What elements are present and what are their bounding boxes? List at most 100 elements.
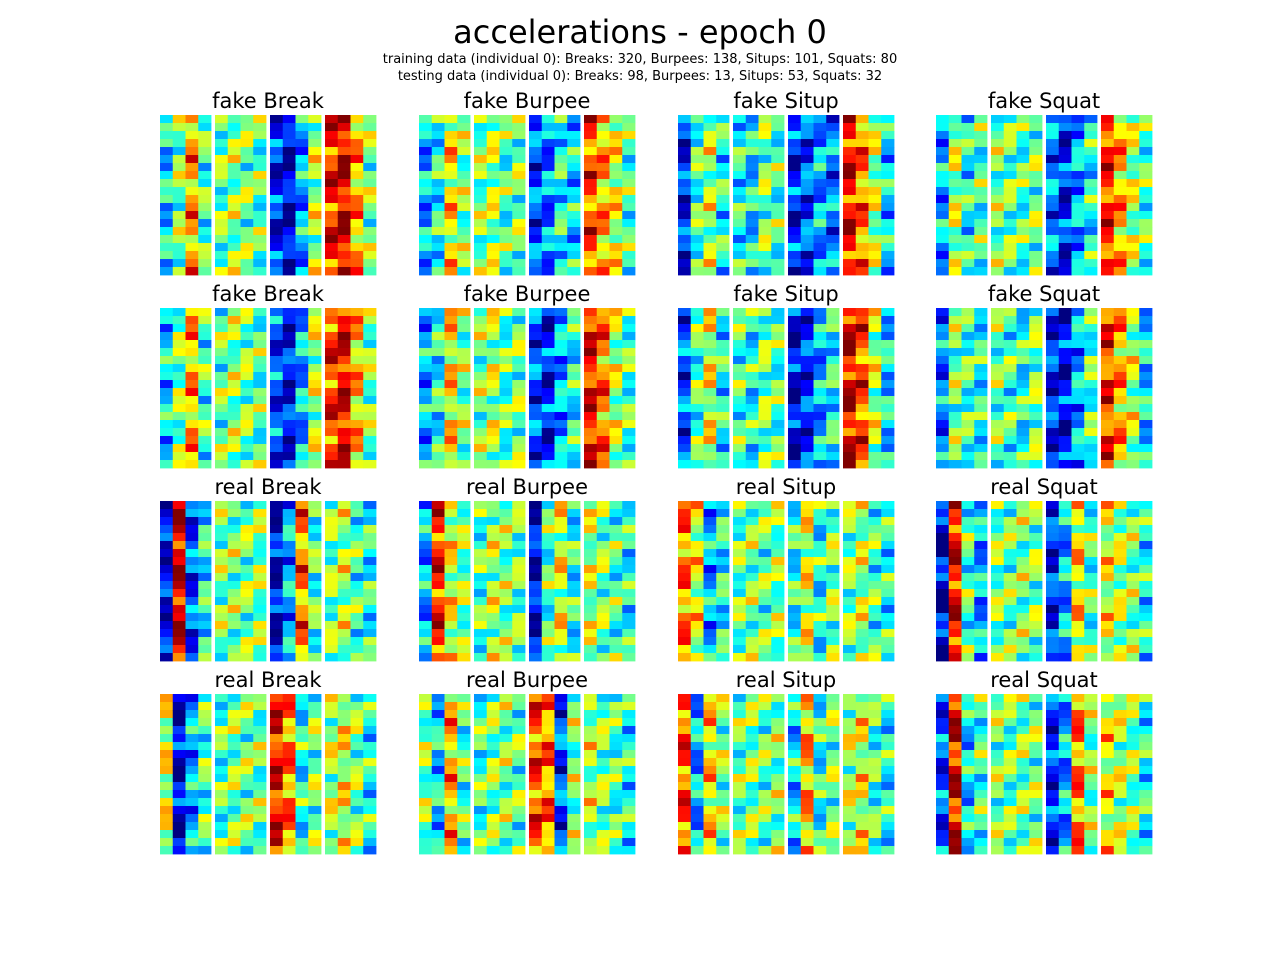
heatmap-cell	[172, 750, 186, 759]
heatmap-cell	[529, 822, 543, 831]
heatmap-cell	[1046, 541, 1060, 550]
heatmap-cell	[474, 694, 488, 703]
heatmap-cell	[881, 637, 895, 646]
heatmap-cell	[881, 428, 895, 437]
heatmap-cell	[160, 525, 174, 534]
heatmap-cell	[974, 509, 988, 518]
heatmap-cell	[282, 597, 296, 606]
heatmap-cell	[444, 428, 458, 437]
heatmap-cell	[337, 846, 351, 855]
heatmap-cell	[974, 420, 988, 429]
heatmap-cell	[843, 259, 857, 268]
heatmap-cell	[991, 605, 1005, 614]
heatmap-cell	[843, 155, 857, 164]
heatmap-cell	[771, 203, 785, 212]
heatmap-cell	[974, 830, 988, 839]
heatmap-cell	[295, 235, 309, 244]
heatmap-cell	[554, 605, 568, 614]
heatmap-cell	[185, 211, 199, 220]
heatmap-cell	[881, 822, 895, 831]
heatmap-cell	[185, 348, 199, 357]
heatmap-cell	[609, 790, 623, 799]
heatmap-cell	[567, 742, 581, 751]
heatmap-cell	[1126, 637, 1140, 646]
heatmap-cell	[295, 621, 309, 630]
heatmap-cell	[431, 541, 445, 550]
heatmap-cell	[991, 742, 1005, 751]
heatmap-cell	[295, 211, 309, 220]
panel-title: real Situp	[736, 668, 837, 692]
heatmap-cell	[282, 750, 296, 759]
heatmap-cell	[457, 597, 471, 606]
heatmap-cell	[826, 790, 840, 799]
heatmap-cell	[567, 846, 581, 855]
heatmap-cell	[826, 645, 840, 654]
heatmap-cell	[227, 460, 241, 469]
heatmap-cell	[758, 637, 772, 646]
heatmap-cell	[486, 364, 500, 373]
heatmap-cell	[295, 581, 309, 590]
heatmap-cell	[499, 316, 513, 325]
heatmap-cell	[240, 581, 254, 590]
heatmap-cell	[678, 838, 692, 847]
heatmap-cell	[325, 155, 339, 164]
heatmap-cell	[868, 517, 882, 526]
heatmap-cell	[974, 139, 988, 148]
heatmap-cell	[1084, 597, 1098, 606]
heatmap-cell	[1101, 187, 1115, 196]
heatmap-cell	[596, 388, 610, 397]
heatmap-cell	[172, 171, 186, 180]
heatmap-cell	[363, 203, 377, 212]
heatmap-cell	[826, 541, 840, 550]
heatmap-cell	[855, 629, 869, 638]
heatmap-cell	[350, 348, 364, 357]
heatmap-cell	[554, 597, 568, 606]
heatmap-cell	[622, 710, 636, 719]
heatmap-cell	[1046, 436, 1060, 445]
heatmap-cell	[253, 251, 267, 260]
heatmap-cell	[584, 621, 598, 630]
heatmap-cell	[308, 742, 322, 751]
heatmap-cell	[1071, 219, 1085, 228]
heatmap-cell	[974, 533, 988, 542]
heatmap-cell	[350, 396, 364, 405]
heatmap-cell	[1084, 444, 1098, 453]
heatmap-cell	[240, 251, 254, 260]
heatmap-cell	[499, 621, 513, 630]
heatmap-cell	[308, 195, 322, 204]
heatmap-cell	[185, 243, 199, 252]
heatmap-cell	[800, 356, 814, 365]
heatmap-cell	[160, 123, 174, 132]
heatmap-cell	[419, 694, 433, 703]
heatmap-cell	[703, 163, 717, 172]
heatmap-cell	[541, 501, 555, 510]
heatmap-cell	[745, 131, 759, 140]
heatmap-cell	[363, 251, 377, 260]
heatmap-cell	[1113, 501, 1127, 510]
heatmap-cell	[253, 589, 267, 598]
heatmap-cell	[1101, 460, 1115, 469]
heatmap-cell	[1101, 324, 1115, 333]
heatmap-cell	[363, 380, 377, 389]
heatmap-cell	[240, 147, 254, 156]
heatmap-cell	[337, 758, 351, 767]
heatmap-cell	[337, 750, 351, 759]
heatmap-cell	[690, 259, 704, 268]
heatmap-cell	[961, 822, 975, 831]
heatmap-cell	[541, 694, 555, 703]
heatmap-cell	[541, 372, 555, 381]
heatmap-cell	[1058, 565, 1072, 574]
heatmap-cell	[270, 774, 284, 783]
heatmap-cell	[419, 621, 433, 630]
heatmap-cell	[974, 316, 988, 325]
heatmap-cell	[567, 710, 581, 719]
heatmap-cell	[868, 396, 882, 405]
heatmap-cell	[431, 356, 445, 365]
heatmap-cell	[800, 533, 814, 542]
heatmap-cell	[961, 308, 975, 317]
heatmap-cell	[745, 525, 759, 534]
heatmap-cell	[584, 846, 598, 855]
heatmap-cell	[486, 396, 500, 405]
heatmap-cell	[486, 613, 500, 622]
heatmap-cell	[253, 243, 267, 252]
